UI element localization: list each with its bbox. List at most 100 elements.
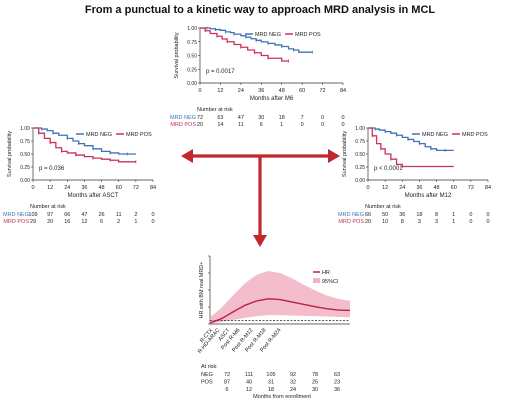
risk-value: 29 xyxy=(30,219,36,225)
risk-value: 6 xyxy=(225,387,228,393)
risk-value: 47 xyxy=(238,115,244,121)
risk-value: 20 xyxy=(47,219,53,225)
y-tick-label: 0.25 xyxy=(20,165,30,171)
risk-value: 3 xyxy=(418,219,421,225)
x-axis-title: Months after ASCT xyxy=(68,193,119,199)
y-axis-title: HR with BM real MRD+ xyxy=(199,262,205,319)
y-tick-label: 0.75 xyxy=(355,139,365,145)
arrows xyxy=(181,149,340,247)
p-value: p = 0.036 xyxy=(39,166,65,172)
risk-value: 72 xyxy=(197,115,203,121)
risk-value: 63 xyxy=(217,115,223,121)
risk-row-label: MRD NEG xyxy=(170,115,196,121)
risk-value: 40 xyxy=(246,380,252,386)
y-tick-label: 0.00 xyxy=(355,178,365,184)
legend-label: MRD POS xyxy=(295,32,321,38)
x-tick-label: 84 xyxy=(340,88,346,94)
x-axis-title: Months after M6 xyxy=(250,96,294,102)
arrow-head-left xyxy=(181,149,193,163)
y-tick-label: 1.00 xyxy=(355,126,365,132)
risk-row-label: MRD NEG xyxy=(3,212,29,218)
risk-value: 31 xyxy=(268,380,274,386)
legend-label: MRD POS xyxy=(462,132,488,138)
risk-value: 50 xyxy=(382,212,388,218)
x-tick-label: 12 xyxy=(382,185,388,191)
risk-value: 0 xyxy=(321,115,324,121)
risk-value: 26 xyxy=(99,212,105,218)
risk-row-label: MRD POS xyxy=(3,219,29,225)
risk-value: 7 xyxy=(301,115,304,121)
x-tick-label: 60 xyxy=(116,185,122,191)
risk-value: 63 xyxy=(334,372,340,378)
risk-value: 0 xyxy=(486,219,489,225)
km_m12-panel: 0 12 24 36 48 60 72 84 0.00 0.25 0.50 0.75 1.00 Month… xyxy=(338,126,491,225)
risk-value: 0 xyxy=(151,212,154,218)
risk-value: 20 xyxy=(365,219,371,225)
legend-label: 95%CI xyxy=(322,279,339,285)
legend-label: MRD NEG xyxy=(255,32,281,38)
y-tick-label: 0.25 xyxy=(187,67,197,73)
x-tick-label: 0 xyxy=(198,88,201,94)
risk-value: 18 xyxy=(268,387,274,393)
risk-value: 36 xyxy=(334,387,340,393)
y-tick-label: 1.00 xyxy=(187,26,197,32)
legend-label: HR xyxy=(322,270,330,276)
risk-value: 0 xyxy=(341,122,344,128)
risk-value: 111 xyxy=(245,372,253,378)
risk-value: 105 xyxy=(266,372,275,378)
risk-value: 6 xyxy=(260,122,263,128)
y-axis-title: Survival probability xyxy=(174,32,180,78)
risk-value: 0 xyxy=(486,212,489,218)
risk-value: 10 xyxy=(382,219,388,225)
risk-value: 66 xyxy=(64,212,70,218)
legend-label: MRD POS xyxy=(126,132,152,138)
ci-band xyxy=(210,270,350,324)
y-tick-label: 0.00 xyxy=(187,81,197,87)
risk-value: 36 xyxy=(399,212,405,218)
x-axis-title: Months after M12 xyxy=(405,193,452,199)
y-tick-label: 0.50 xyxy=(355,152,365,158)
y-axis-title: Survival probability xyxy=(7,131,13,177)
risk-value: 12 xyxy=(81,219,87,225)
y-tick-label: 0.75 xyxy=(187,40,197,46)
risk-value: 1 xyxy=(134,219,137,225)
risk-value: 87 xyxy=(224,380,230,386)
risk-value: 1 xyxy=(452,212,455,218)
risk-value: 0 xyxy=(341,115,344,121)
y-tick-label: 0.00 xyxy=(20,178,30,184)
risk-value: 78 xyxy=(312,372,318,378)
risk-value: 0 xyxy=(301,122,304,128)
x-tick-label: 48 xyxy=(279,88,285,94)
p-value: p < 0.0001 xyxy=(374,166,403,172)
x-tick-label: 48 xyxy=(99,185,105,191)
risk-value: 6 xyxy=(100,219,103,225)
x-tick-label: 36 xyxy=(258,88,264,94)
risk-value: 47 xyxy=(81,212,87,218)
p-value: p = 0.0017 xyxy=(206,69,235,75)
risk-value: 0 xyxy=(469,212,472,218)
risk-value: 11 xyxy=(116,212,122,218)
x-tick-label: 84 xyxy=(150,185,156,191)
y-tick-label: 0.25 xyxy=(355,165,365,171)
x-tick-label: 36 xyxy=(81,185,87,191)
arrow-head-down xyxy=(253,235,267,247)
x-axis-title: Months from enrollment xyxy=(253,394,311,400)
risk-value: 24 xyxy=(290,387,296,393)
risk-value: 0 xyxy=(469,219,472,225)
risk-row-label: POS xyxy=(201,380,213,386)
km-curve-mrd-pos xyxy=(33,127,136,163)
risk-value: 0 xyxy=(151,219,154,225)
risk-value: 16 xyxy=(64,219,70,225)
x-tick-label: 12 xyxy=(217,88,223,94)
arrow-head-right xyxy=(328,149,340,163)
legend-label: MRD NEG xyxy=(422,132,448,138)
x-tick-label: 60 xyxy=(299,88,305,94)
risk-value: 2 xyxy=(117,219,120,225)
km_asct-panel: 0 12 24 36 48 60 72 840.000.250.500.751.00Month… xyxy=(3,126,156,225)
x-tick-label: 12 xyxy=(47,185,53,191)
legend-label: MRD NEG xyxy=(86,132,112,138)
x-tick-label: 72 xyxy=(468,185,474,191)
risk-value: 8 xyxy=(401,219,404,225)
risk-value: 2 xyxy=(134,212,137,218)
risk-value: 0 xyxy=(321,122,324,128)
